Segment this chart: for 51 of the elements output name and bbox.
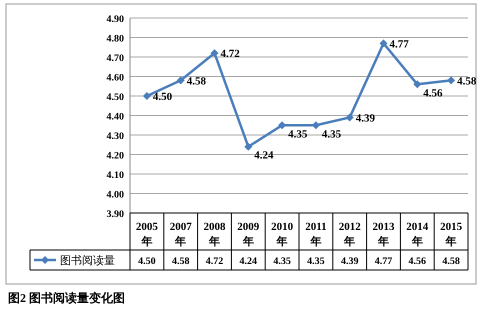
x-tick-label: 2015年	[440, 221, 463, 248]
point	[447, 76, 456, 84]
text: 4.72	[220, 48, 240, 60]
x-tick-label: 2008年	[204, 221, 226, 248]
x-tick-label: 2009年	[237, 221, 260, 248]
y-tick-label: 3.90	[106, 209, 124, 220]
text: 4.35	[307, 256, 325, 267]
point	[380, 39, 388, 48]
y-tick-label: 4.50	[106, 92, 124, 103]
x-tick-label: 2012年	[338, 221, 362, 248]
text: 4.77	[374, 256, 392, 267]
point	[413, 80, 422, 88]
text: 4.35	[273, 256, 291, 267]
text: 4.58	[442, 256, 460, 267]
text: 4.56	[423, 87, 443, 100]
text: 4.39	[340, 256, 358, 267]
point	[346, 113, 354, 122]
caption: 图2 图书阅读量变化图	[8, 291, 125, 305]
text: 4.35	[288, 128, 308, 140]
text: 4.35	[322, 128, 342, 140]
y-tick-label: 4.90	[106, 14, 124, 25]
y-tick-label: 4.10	[106, 170, 124, 181]
point	[244, 142, 252, 151]
text: 4.24	[240, 256, 258, 267]
x-tick-label: 2007年	[170, 221, 192, 248]
x-tick-label: 2013年	[372, 221, 395, 248]
text: 4.24	[254, 150, 274, 162]
text: 4.72	[206, 256, 224, 267]
y-tick-label: 4.60	[106, 72, 124, 84]
point	[142, 92, 151, 100]
legend-label: 图书阅读量	[60, 254, 115, 267]
y-tick-label: 4.70	[106, 53, 124, 64]
text: 4.39	[356, 112, 375, 124]
text: 4.58	[186, 75, 206, 88]
y-tick-label: 4.00	[106, 190, 124, 200]
y-tick-label: 4.20	[106, 150, 124, 162]
x-tick-label: 2010年	[271, 221, 294, 248]
y-tick-label: 4.30	[106, 131, 124, 142]
text: 4.56	[408, 256, 426, 267]
text: 4.50	[138, 256, 156, 267]
text: 4.77	[390, 38, 409, 50]
point	[176, 76, 185, 84]
x-tick-label: 2011年	[305, 221, 327, 248]
y-tick-label: 4.80	[106, 34, 124, 44]
text: 4.58	[172, 256, 190, 267]
point	[210, 49, 218, 58]
text: 4.58	[457, 75, 476, 88]
x-tick-label: 2005年	[136, 221, 158, 248]
y-tick-label: 4.40	[106, 112, 124, 122]
text: 4.50	[152, 91, 172, 103]
x-tick-label: 2014年	[406, 221, 429, 248]
